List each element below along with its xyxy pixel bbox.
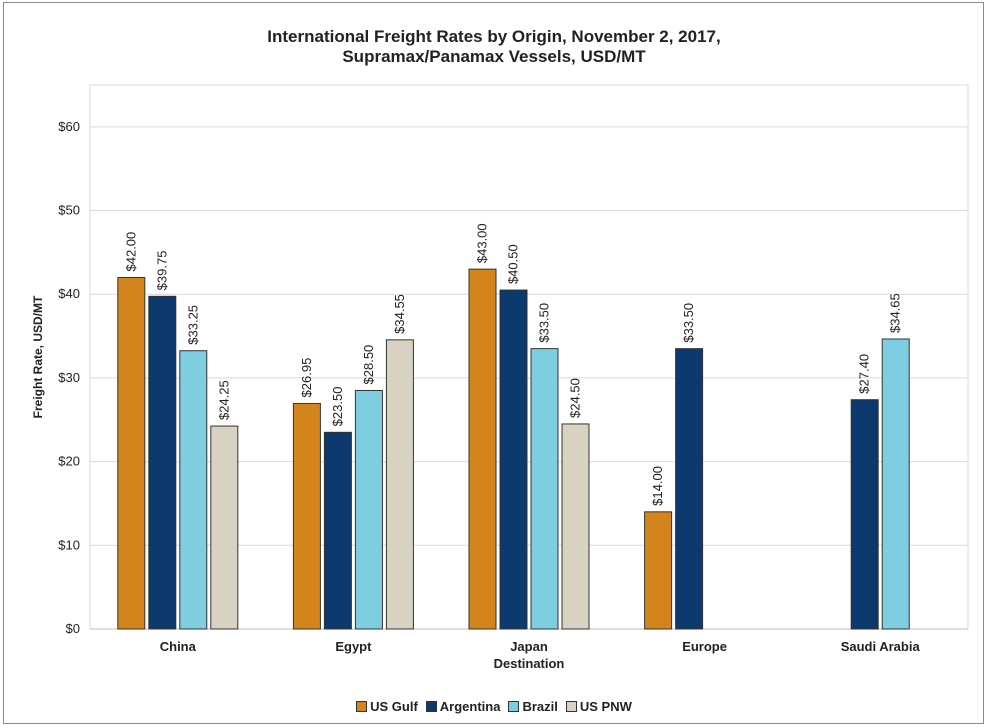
legend-label: US Gulf (370, 699, 418, 714)
y-axis-title: Freight Rate, USD/MT (31, 295, 45, 418)
bar-us-gulf (468, 268, 497, 630)
bar-argentina (148, 295, 177, 630)
x-tick-label: Saudi Arabia (841, 639, 921, 654)
bar-us-pnw (385, 339, 414, 630)
bar-us-pnw (561, 423, 590, 630)
legend-label: US PNW (579, 699, 632, 714)
x-axis-title: Destination (494, 656, 565, 671)
legend-item: US Gulf (356, 699, 418, 714)
bar-argentina (499, 289, 528, 630)
x-tick-label: China (160, 639, 197, 654)
data-label: $42.00 (123, 232, 138, 272)
data-label: $26.95 (299, 358, 314, 398)
data-label: $34.55 (392, 294, 407, 334)
bar-brazil (179, 350, 208, 630)
data-label: $34.65 (888, 293, 903, 333)
data-label: $14.00 (650, 466, 665, 506)
legend-label: Argentina (439, 699, 501, 714)
legend-label: Brazil (522, 699, 558, 714)
bar-argentina (323, 431, 352, 630)
legend-item: Brazil (508, 699, 558, 714)
data-label: $39.75 (154, 251, 169, 291)
y-tick-label: $40 (58, 286, 80, 301)
legend-item: Argentina (425, 699, 501, 714)
legend-item: US PNW (565, 699, 632, 714)
bar-brazil (354, 389, 383, 630)
data-label: $23.50 (330, 387, 345, 427)
y-tick-label: $10 (58, 537, 80, 552)
data-label: $33.25 (185, 305, 200, 345)
x-tick-label: Japan (510, 639, 548, 654)
data-label: $24.50 (568, 378, 583, 418)
legend-swatch (356, 701, 368, 713)
data-label: $27.40 (857, 354, 872, 394)
legend-swatch (565, 701, 577, 713)
chart-legend: US Gulf Argentina Brazil US PNW (0, 699, 988, 714)
bar-us-pnw (210, 425, 239, 630)
chart-title: International Freight Rates by Origin, N… (267, 27, 721, 46)
bar-us-gulf (292, 402, 321, 630)
x-tick-label: Egypt (335, 639, 372, 654)
y-tick-label: $60 (58, 119, 80, 134)
data-label: $24.25 (216, 380, 231, 420)
y-tick-label: $20 (58, 454, 80, 469)
data-label: $33.50 (537, 303, 552, 343)
data-label: $40.50 (506, 244, 521, 284)
x-tick-label: Europe (682, 639, 727, 654)
y-tick-label: $0 (66, 621, 80, 636)
y-tick-label: $50 (58, 203, 80, 218)
data-label: $43.00 (475, 223, 490, 263)
bar-argentina (850, 399, 879, 630)
bar-brazil (881, 338, 910, 630)
bar-brazil (530, 348, 559, 630)
bar-argentina (675, 348, 704, 630)
y-tick-label: $30 (58, 370, 80, 385)
bar-us-gulf (117, 276, 146, 630)
data-label: $28.50 (361, 345, 376, 385)
legend-swatch (508, 701, 520, 713)
bar-us-gulf (644, 511, 673, 630)
data-label: $33.50 (681, 303, 696, 343)
chart-subtitle: Supramax/Panamax Vessels, USD/MT (342, 47, 646, 66)
legend-swatch (425, 701, 437, 713)
